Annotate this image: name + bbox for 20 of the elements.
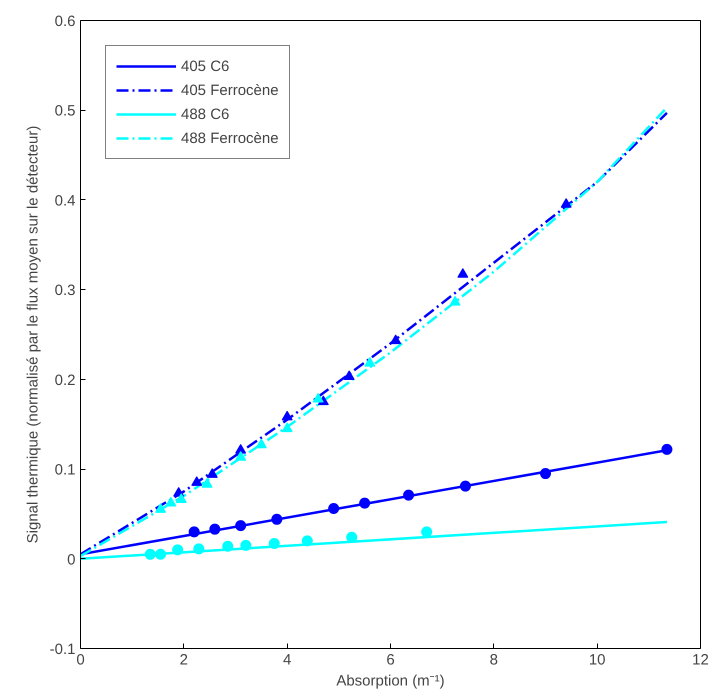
y-axis-title: Signal thermique (normalisé par le flux moyen sur le détecteur) <box>24 126 42 544</box>
y-tick-label: 0.3 <box>54 282 76 300</box>
x-tick-label: 8 <box>490 652 498 668</box>
x-tick-label: 10 <box>588 652 606 668</box>
x-tick-label: 12 <box>692 652 709 668</box>
x-axis-title: Absorption (m⁻¹) <box>336 672 445 690</box>
legend-label: 405 C6 <box>181 58 230 74</box>
legend-label: 488 Ferrocène <box>181 130 279 146</box>
y-tick-label: 0.2 <box>54 372 76 389</box>
y-tick-label: 0.5 <box>54 102 76 120</box>
x-tick-label: 4 <box>282 652 292 668</box>
x-tick-label: 2 <box>180 652 188 668</box>
y-tick-label: -0.1 <box>50 641 76 658</box>
y-tick-label: 0.1 <box>54 462 76 479</box>
y-tick-label: 0.4 <box>54 192 76 210</box>
y-tick-label: 0 <box>67 551 76 568</box>
legend-label: 405 Ferrocène <box>181 82 279 98</box>
y-tick-label: 0.6 <box>54 13 76 30</box>
legend-label: 488 C6 <box>181 106 230 122</box>
x-tick-label: 6 <box>386 652 395 668</box>
